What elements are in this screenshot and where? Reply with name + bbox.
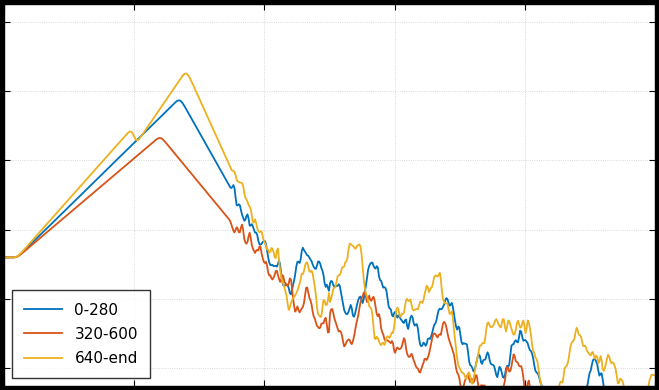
640-end bbox=[491, 318, 499, 323]
0-280 bbox=[0, 255, 8, 260]
640-end bbox=[115, 140, 123, 145]
640-end bbox=[436, 271, 444, 275]
320-600 bbox=[115, 168, 123, 173]
640-end bbox=[651, 372, 659, 377]
0-280 bbox=[167, 104, 175, 108]
640-end bbox=[385, 335, 393, 340]
0-280 bbox=[175, 98, 183, 103]
320-600 bbox=[156, 136, 163, 140]
0-280 bbox=[385, 305, 393, 309]
0-280 bbox=[491, 368, 499, 372]
Line: 640-end: 640-end bbox=[4, 74, 655, 390]
640-end bbox=[182, 71, 190, 76]
320-600 bbox=[0, 255, 8, 260]
320-600 bbox=[385, 339, 393, 344]
0-280 bbox=[296, 261, 304, 265]
640-end bbox=[0, 255, 8, 260]
320-600 bbox=[169, 149, 177, 153]
640-end bbox=[167, 90, 175, 94]
Legend: 0-280, 320-600, 640-end: 0-280, 320-600, 640-end bbox=[12, 291, 150, 378]
Line: 320-600: 320-600 bbox=[4, 138, 655, 390]
640-end bbox=[296, 281, 304, 286]
0-280 bbox=[115, 155, 123, 160]
320-600 bbox=[296, 310, 304, 315]
320-600 bbox=[436, 332, 444, 337]
Line: 0-280: 0-280 bbox=[4, 100, 655, 390]
0-280 bbox=[436, 307, 444, 311]
